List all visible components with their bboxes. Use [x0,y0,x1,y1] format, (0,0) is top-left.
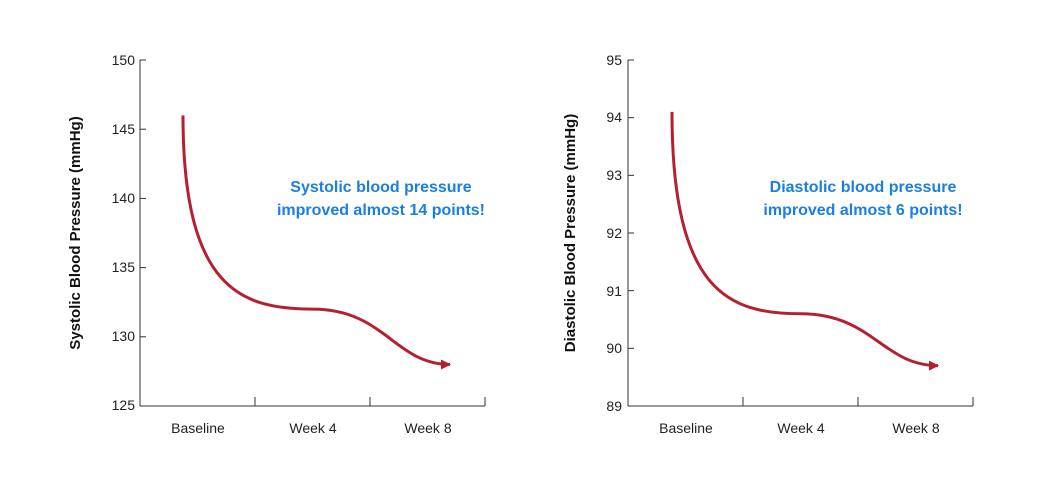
systolic-annotation-line-2: improved almost 14 points! [277,202,485,219]
systolic-x-ticks: Baseline Week 4 Week 8 [171,420,452,436]
y-tick-label: 89 [606,398,622,414]
x-tick-label: Week 8 [892,420,939,436]
systolic-y-axis-label: Systolic Blood Pressure (mmHg) [67,116,84,349]
y-tick-label: 135 [112,259,136,275]
systolic-trend-arrow [181,115,451,370]
x-tick-label: Week 4 [289,420,336,436]
y-tick-label: 150 [112,52,136,68]
y-tick-label: 91 [606,283,622,299]
diastolic-chart: Diastolic Blood Pressure (mmHg) 89 90 91… [562,52,974,436]
x-tick-label: Baseline [659,420,713,436]
x-tick-label: Week 8 [404,420,451,436]
diastolic-annotation-line-1: Diastolic blood pressure [770,179,957,196]
y-tick-label: 93 [606,167,622,183]
diastolic-annotation-line-2: improved almost 6 points! [763,202,962,219]
systolic-y-ticks: 125 130 135 140 145 150 [112,52,136,413]
diastolic-x-ticks: Baseline Week 4 Week 8 [659,420,940,436]
systolic-chart: Systolic Blood Pressure (mmHg) 125 130 1… [67,52,486,436]
diastolic-y-axis-label: Diastolic Blood Pressure (mmHg) [562,114,579,352]
diastolic-y-ticks: 89 90 91 92 93 94 95 [606,52,622,414]
systolic-annotation-line-1: Systolic blood pressure [290,179,471,196]
y-tick-label: 125 [112,397,136,413]
y-tick-label: 130 [112,328,136,344]
x-tick-label: Week 4 [777,420,824,436]
y-tick-label: 95 [606,52,622,68]
y-tick-label: 145 [112,121,136,137]
y-tick-label: 140 [112,190,136,206]
y-tick-label: 94 [606,109,622,125]
y-tick-label: 90 [606,340,622,356]
y-tick-label: 92 [606,225,622,241]
x-tick-label: Baseline [171,420,225,436]
diastolic-trend-arrow [670,111,939,371]
